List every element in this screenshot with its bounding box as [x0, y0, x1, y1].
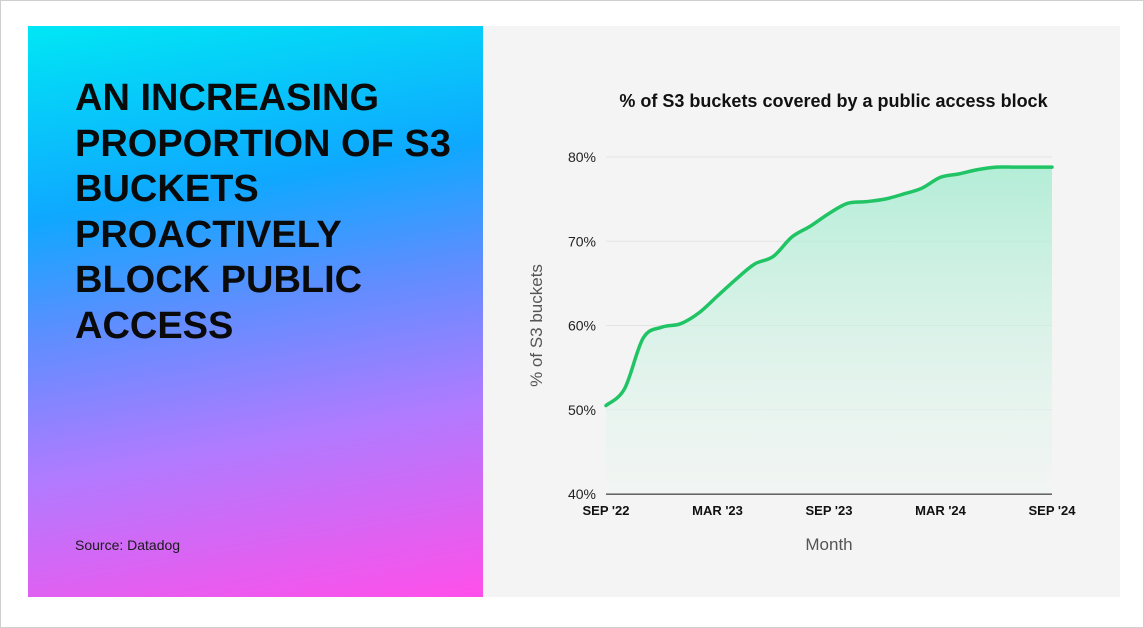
- series-line: [604, 165, 1054, 408]
- area-chart: 40% 50% 60% 70% 80% SEP '22 MAR '23 SEP '23 MAR …: [527, 149, 1077, 554]
- headline-panel: An increasing proportion of S3 buckets p…: [28, 26, 483, 597]
- x-tick-label: MAR '24: [915, 503, 967, 518]
- y-tick-label: 70%: [568, 233, 596, 249]
- chart-title: % of S3 buckets covered by a public acce…: [619, 91, 1048, 111]
- area-fill: [606, 166, 1052, 494]
- x-axis-title: Month: [805, 535, 852, 554]
- y-tick-label: 60%: [568, 318, 596, 334]
- x-tick-label: SEP '24: [1029, 503, 1077, 518]
- x-tick-label: SEP '23: [806, 503, 853, 518]
- x-tick-label: MAR '23: [692, 503, 743, 518]
- y-tick-label: 80%: [568, 149, 596, 165]
- x-tick-label: SEP '22: [583, 503, 630, 518]
- y-axis-title: % of S3 buckets: [527, 264, 546, 387]
- y-tick-label: 40%: [568, 486, 596, 502]
- headline: An increasing proportion of S3 buckets p…: [75, 77, 451, 347]
- y-tick-label: 50%: [568, 402, 596, 418]
- source-note: Source: Datadog: [75, 537, 181, 553]
